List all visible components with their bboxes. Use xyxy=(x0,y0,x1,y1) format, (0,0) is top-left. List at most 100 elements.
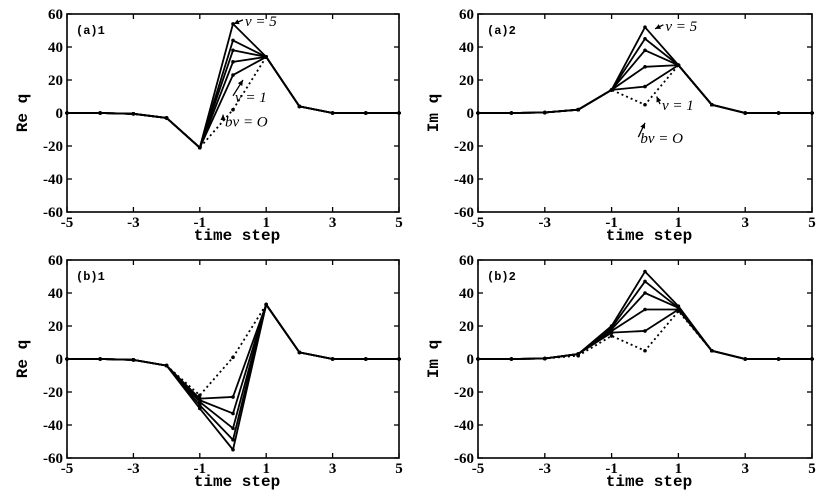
data-point xyxy=(643,48,647,53)
y-tick-label: -60 xyxy=(454,205,474,221)
data-point xyxy=(743,111,747,115)
data-point xyxy=(643,102,647,107)
data-point xyxy=(330,357,335,361)
y-tick-label: 20 xyxy=(48,319,63,335)
panel-2: -5 -3 -1 1 3 5 -60 -40 -20 0 20 40 60 time step Re q (b… xyxy=(14,253,403,491)
series-line-5 xyxy=(478,270,812,360)
data-point xyxy=(231,438,235,442)
y-tick-label: 40 xyxy=(459,40,474,56)
data-point xyxy=(609,334,614,338)
y-axis-label: Re q xyxy=(14,94,32,132)
x-tick-label: -1 xyxy=(194,461,207,477)
data-point xyxy=(509,111,514,115)
data-point xyxy=(643,25,647,30)
data-point xyxy=(231,60,235,64)
annotation-label: ν = 1 xyxy=(662,98,694,114)
y-tick-label: -20 xyxy=(454,385,474,401)
y-tick-label: 40 xyxy=(459,286,474,302)
y-tick-label: 0 xyxy=(467,106,475,122)
data-point xyxy=(65,357,69,361)
data-point xyxy=(609,324,614,328)
data-point xyxy=(576,107,580,112)
series-line-3 xyxy=(67,303,399,430)
x-tick-label: -3 xyxy=(539,461,552,477)
panel-3: -5 -3 -1 1 3 5 -60 -40 -20 0 20 40 60 time step Im q (b… xyxy=(425,253,816,491)
panel-1: -5 -3 -1 1 3 5 -60 -40 -20 0 20 40 60 time step Im q (a… xyxy=(425,7,816,245)
x-tick-label: 1 xyxy=(675,461,683,477)
data-point xyxy=(476,357,480,361)
annotation-arrowhead xyxy=(640,122,646,129)
x-tick-label: 3 xyxy=(329,215,337,231)
x-axis-label: time step xyxy=(194,473,280,491)
data-point xyxy=(264,55,269,59)
annotation-arrowhead xyxy=(656,96,662,103)
y-tick-label: 40 xyxy=(48,286,63,302)
x-tick-label: 3 xyxy=(329,461,337,477)
data-point xyxy=(198,393,202,398)
y-tick-label: 60 xyxy=(48,253,63,269)
data-point xyxy=(231,73,235,77)
x-tick-label: 1 xyxy=(262,215,270,231)
data-point xyxy=(231,22,235,26)
panel-label: (a)2 xyxy=(487,24,516,38)
data-point xyxy=(676,304,681,309)
series-line-4 xyxy=(67,39,399,149)
data-point xyxy=(98,357,102,361)
data-point xyxy=(776,357,781,361)
y-tick-label: -20 xyxy=(43,139,63,155)
data-point xyxy=(543,356,547,361)
data-point xyxy=(231,355,235,360)
series-line-0 xyxy=(67,55,399,149)
y-tick-label: -60 xyxy=(454,451,474,467)
data-point xyxy=(643,291,647,295)
data-point xyxy=(576,352,580,356)
data-point xyxy=(397,111,401,115)
annotation-arrowhead xyxy=(237,80,243,86)
annotation-arrowhead xyxy=(220,114,226,121)
data-point xyxy=(609,88,614,92)
y-axis-label: Im q xyxy=(425,340,443,378)
data-point xyxy=(231,38,235,43)
y-tick-label: -40 xyxy=(43,172,63,188)
series-line-1 xyxy=(67,303,399,400)
data-point xyxy=(810,357,814,361)
x-tick-label: 3 xyxy=(741,215,749,231)
data-point xyxy=(65,111,69,115)
x-axis-label: time step xyxy=(606,473,692,491)
annotation-label: ν = 5 xyxy=(665,19,697,35)
x-tick-label: 1 xyxy=(675,215,683,231)
x-tick-label: 1 xyxy=(262,461,270,477)
data-point xyxy=(164,363,169,368)
data-point xyxy=(643,329,647,333)
data-point xyxy=(198,145,202,150)
annotation-label: bν = O xyxy=(640,131,683,147)
panel-label: (b)2 xyxy=(487,270,516,284)
x-tick-label: -5 xyxy=(61,215,74,231)
y-tick-label: 0 xyxy=(56,106,64,122)
annotation-arrowhead xyxy=(233,19,240,25)
data-point xyxy=(776,111,781,115)
y-axis-label: Im q xyxy=(425,94,443,132)
data-point xyxy=(231,411,235,416)
panel-label: (a)1 xyxy=(76,24,105,38)
data-point xyxy=(231,395,235,399)
x-tick-label: 5 xyxy=(395,461,403,477)
data-point xyxy=(643,36,647,41)
x-tick-label: -1 xyxy=(605,215,618,231)
y-tick-label: 0 xyxy=(467,352,475,368)
y-tick-label: 40 xyxy=(48,40,63,56)
y-tick-label: 60 xyxy=(459,7,474,23)
x-tick-label: -3 xyxy=(539,215,552,231)
panel-0: -5 -3 -1 1 3 5 -60 -40 -20 0 20 40 60 time step Re q (a… xyxy=(14,7,403,245)
data-point xyxy=(264,302,269,307)
x-axis-label: time step xyxy=(606,227,692,245)
data-point xyxy=(643,307,647,312)
data-point xyxy=(297,350,302,355)
x-axis-label: time step xyxy=(194,227,280,245)
data-point xyxy=(643,269,647,274)
x-tick-label: -5 xyxy=(61,461,74,477)
y-tick-label: -20 xyxy=(454,139,474,155)
data-point xyxy=(364,357,368,361)
data-point xyxy=(231,107,235,112)
